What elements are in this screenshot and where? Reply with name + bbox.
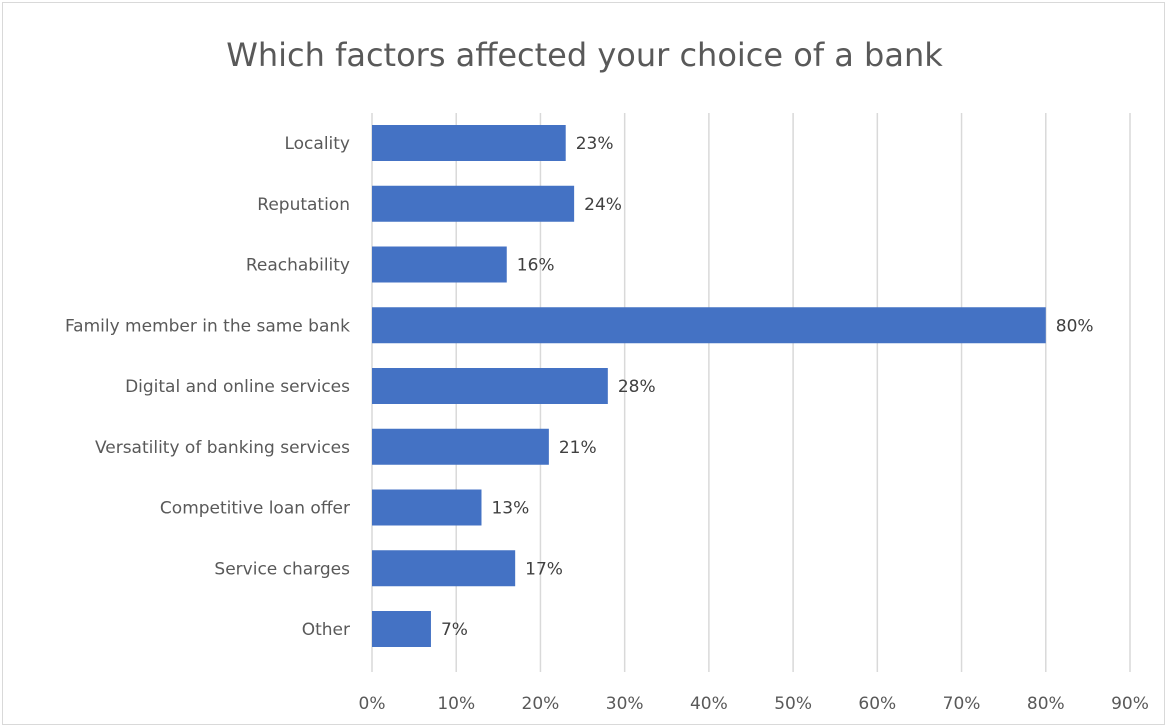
bars — [372, 125, 1046, 647]
x-tick-label: 30% — [606, 694, 644, 714]
x-tick-label: 90% — [1111, 694, 1149, 714]
chart-title: Which factors affected your choice of a … — [226, 36, 943, 74]
x-tick-label: 60% — [858, 694, 896, 714]
x-tick-label: 10% — [437, 694, 475, 714]
data-label: 80% — [1056, 316, 1094, 336]
data-label: 21% — [559, 438, 597, 458]
category-label: Locality — [284, 134, 350, 154]
x-axis-ticks: 0% 10% 20% 30% 40% 50% 60% 70% 80% 90% — [359, 694, 1149, 714]
data-labels: 23% 24% 16% 80% 28% 21% 13% 17% 7% — [441, 134, 1094, 640]
data-label: 17% — [525, 559, 563, 579]
data-label: 23% — [576, 134, 614, 154]
bar — [372, 368, 608, 404]
x-tick-label: 80% — [1027, 694, 1065, 714]
category-label: Service charges — [214, 559, 350, 579]
bar — [372, 611, 431, 647]
bar — [372, 550, 516, 587]
bar — [372, 185, 575, 222]
data-label: 28% — [618, 377, 656, 397]
x-tick-label: 50% — [774, 694, 812, 714]
data-label: 7% — [441, 620, 468, 640]
data-label: 16% — [517, 256, 555, 276]
bar — [372, 428, 549, 465]
data-label: 24% — [584, 195, 622, 215]
data-label: 13% — [491, 499, 529, 519]
category-label: Family member in the same bank — [65, 316, 350, 336]
x-tick-label: 40% — [690, 694, 728, 714]
category-label: Digital and online services — [125, 377, 350, 397]
category-labels: Locality Reputation Reachability Family mem… — [65, 134, 350, 640]
category-label: Reputation — [257, 195, 350, 215]
category-label: Versatility of banking services — [95, 438, 350, 458]
bar — [372, 246, 507, 283]
category-label: Competitive loan offer — [160, 499, 350, 519]
bar — [372, 125, 566, 161]
bar — [372, 489, 482, 526]
category-label: Other — [302, 620, 350, 640]
x-tick-label: 0% — [359, 694, 386, 714]
category-label: Reachability — [246, 256, 350, 276]
bar — [372, 307, 1046, 344]
x-tick-label: 70% — [943, 694, 981, 714]
x-tick-label: 20% — [522, 694, 560, 714]
